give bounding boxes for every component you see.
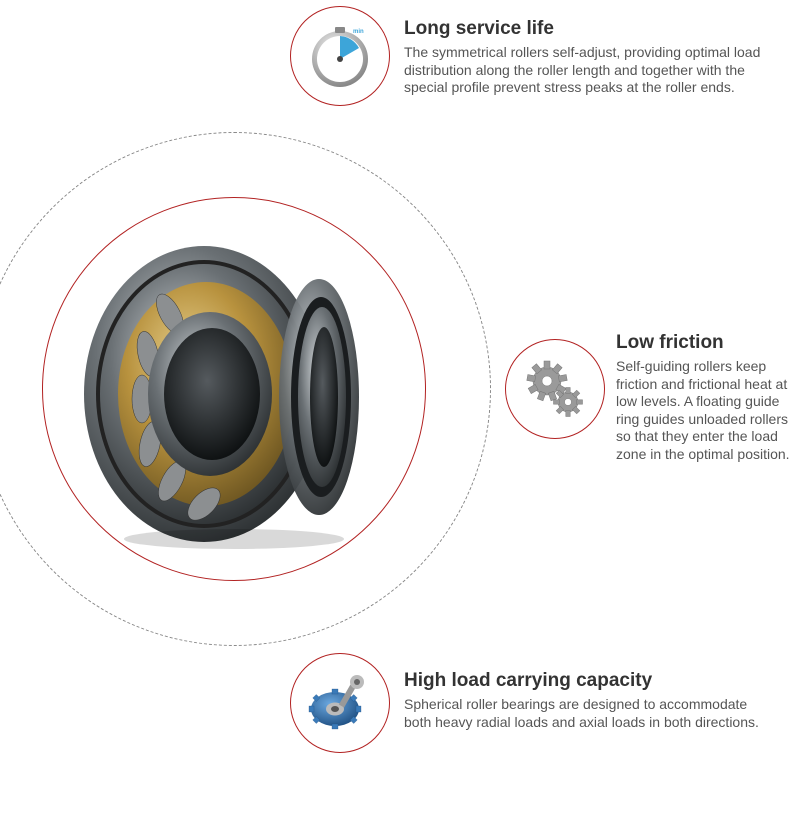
bearing-product-image xyxy=(74,229,394,549)
blue-gear-icon-circle xyxy=(290,653,390,753)
feature-title: High load carrying capacity xyxy=(404,670,774,692)
feature-description: Spherical roller bearings are designed t… xyxy=(404,696,774,731)
svg-text:min: min xyxy=(353,29,364,35)
gears-icon xyxy=(520,354,590,424)
gears-icon-circle xyxy=(505,339,605,439)
clock-icon-circle: min xyxy=(290,6,390,106)
feature-description: Self-guiding rollers keep friction and f… xyxy=(616,358,794,463)
feature-high-load-capacity: High load carrying capacity Spherical ro… xyxy=(404,670,774,731)
feature-description: The symmetrical rollers self-adjust, pro… xyxy=(404,44,774,97)
clock-icon: min xyxy=(305,21,375,91)
feature-low-friction: Low friction Self-guiding rollers keep f… xyxy=(616,332,794,463)
feature-title: Long service life xyxy=(404,18,774,40)
feature-title: Low friction xyxy=(616,332,794,354)
blue-gear-icon xyxy=(305,668,375,738)
feature-long-service-life: Long service life The symmetrical roller… xyxy=(404,18,774,97)
